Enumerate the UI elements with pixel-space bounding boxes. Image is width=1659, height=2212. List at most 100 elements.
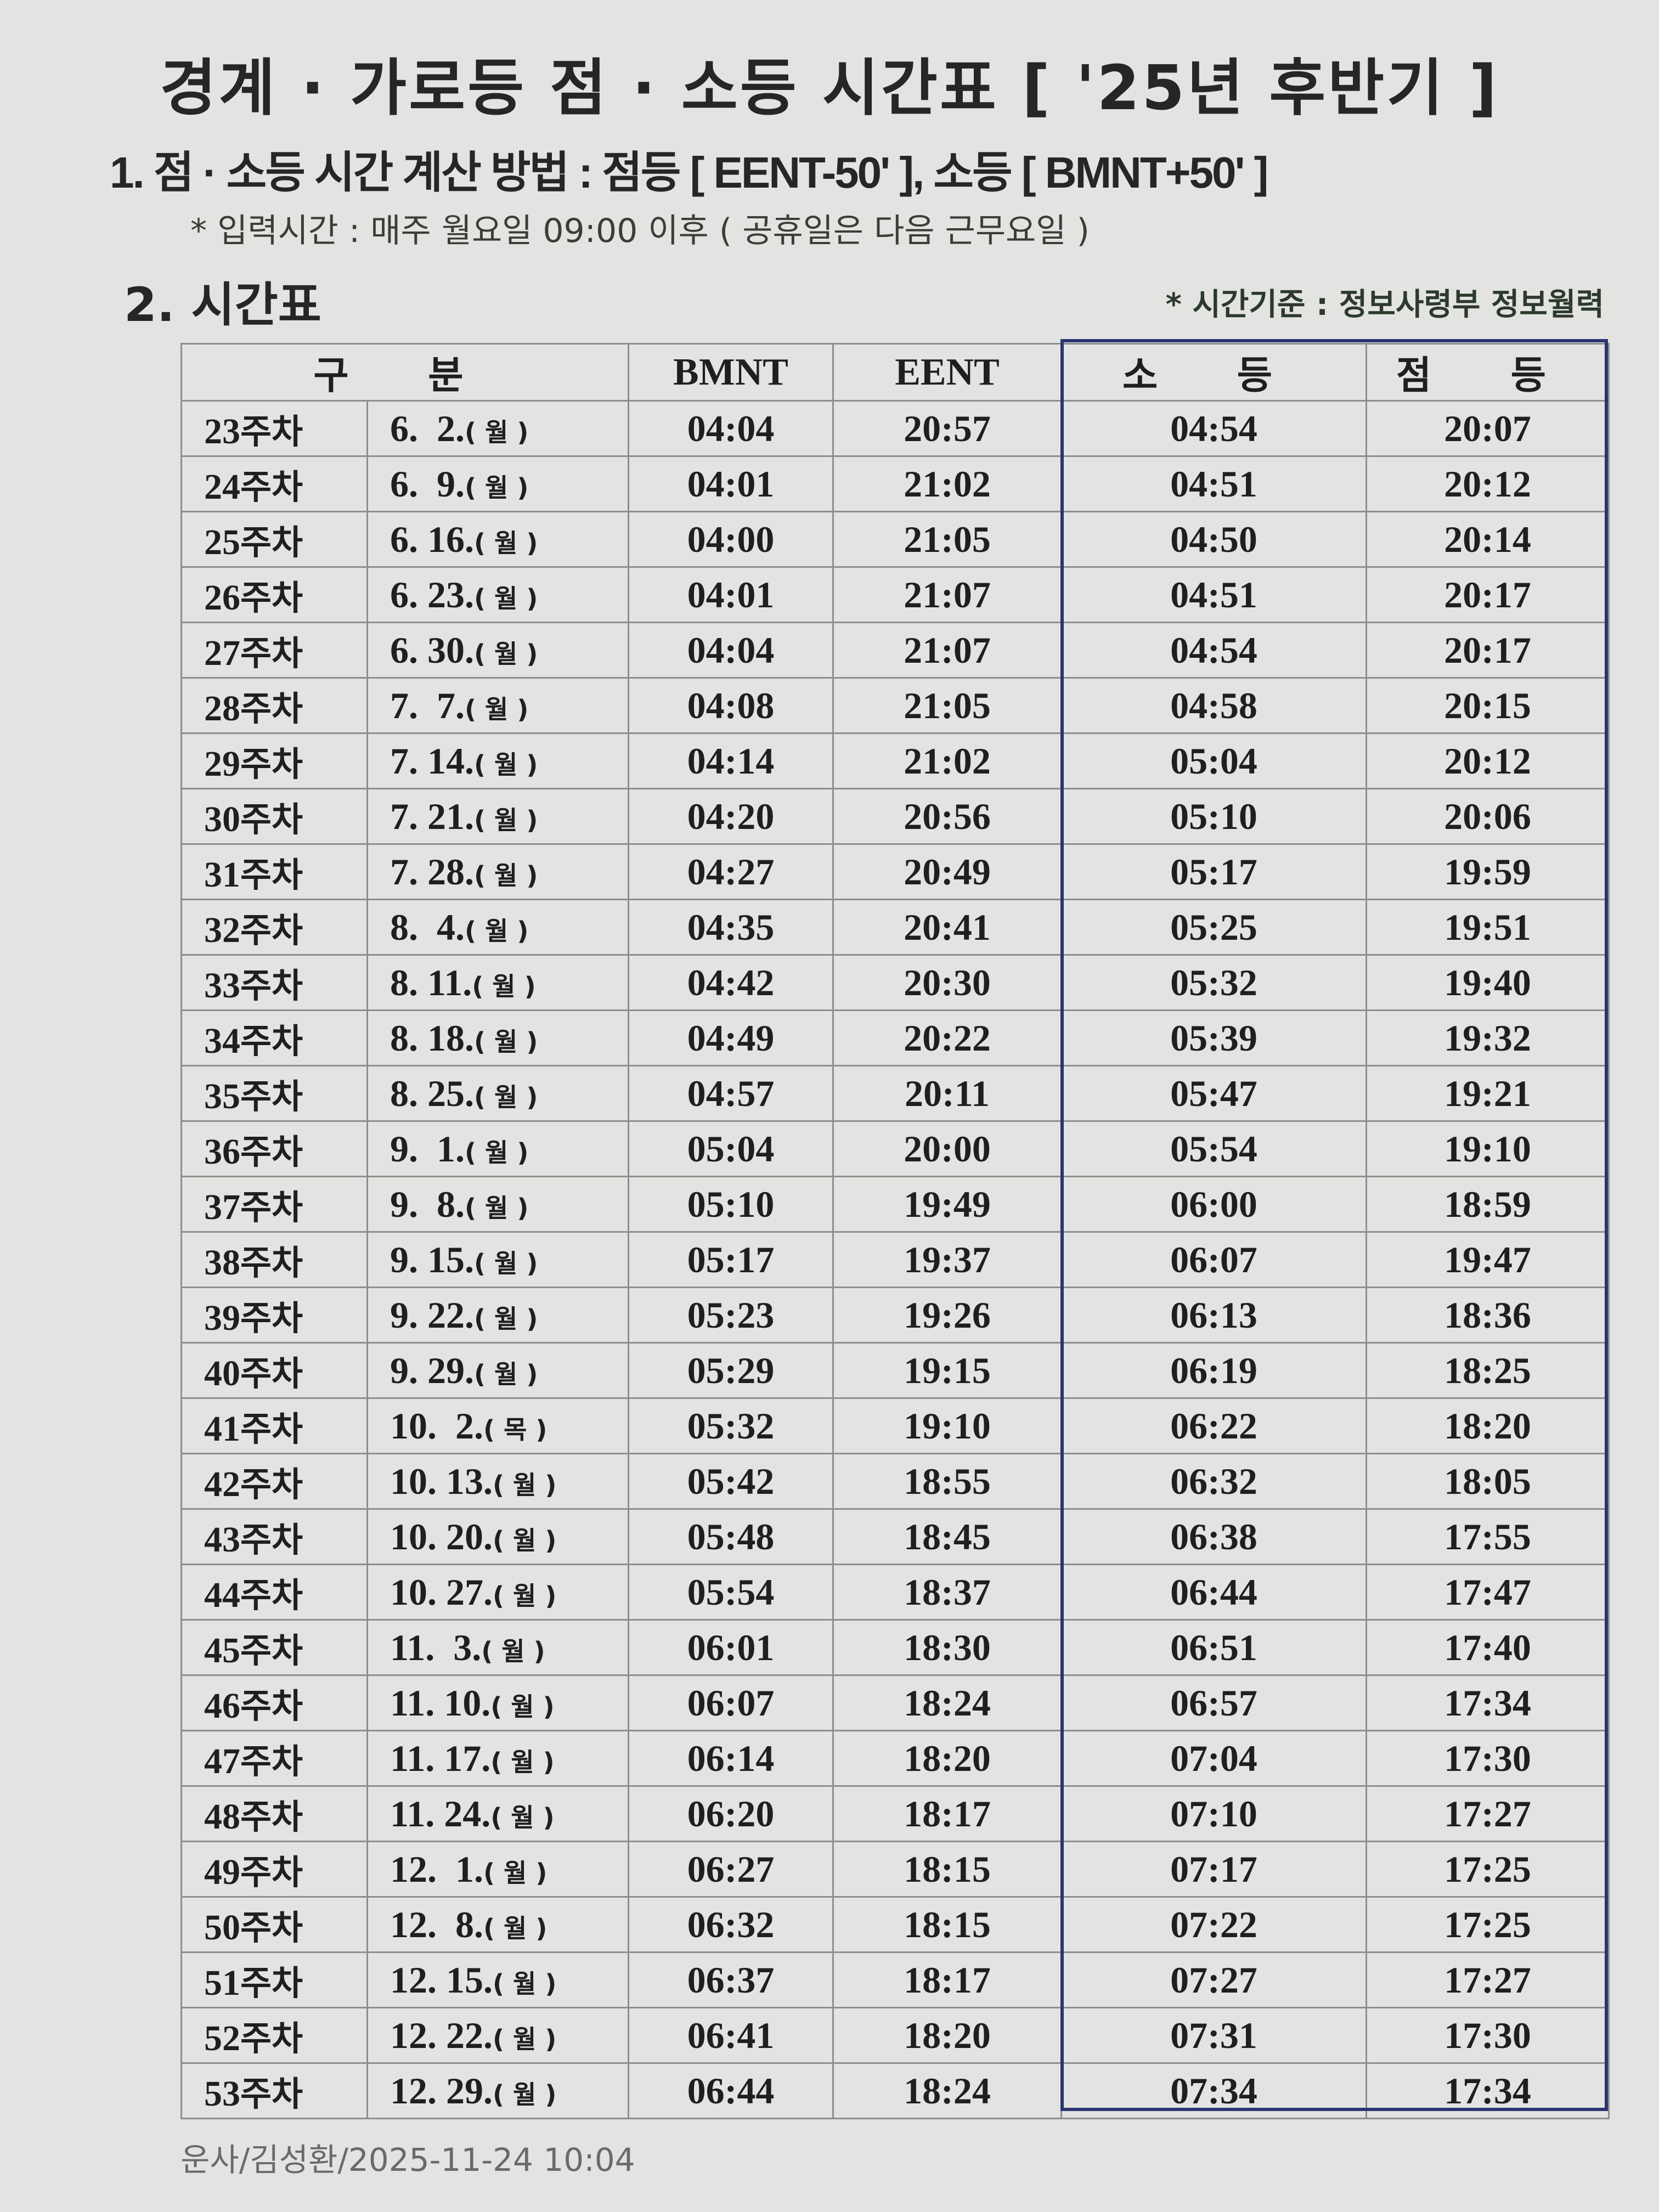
week-number: 36 [204,1132,240,1172]
date-cell: 9. 15.( 월 ) [366,1231,629,1288]
date-cell: 10. 20.( 월 ) [366,1508,629,1565]
eent-cell: 18:17 [832,1951,1062,2008]
date-value: 7. 21. [390,795,474,837]
date-value: 8. 4. [390,906,465,948]
table-row: 30주차 7. 21.( 월 ) 04:20 20:56 05:10 20:06 [180,788,1610,845]
week-suffix: 주차 [240,966,303,1006]
eent-cell: 20:41 [832,899,1062,956]
lights-on-cell: 20:12 [1365,455,1610,512]
week-cell: 52주차 [180,2007,368,2064]
week-number: 46 [204,1686,240,1726]
week-suffix: 주차 [240,1908,303,1948]
date-cell: 10. 27.( 월 ) [366,1564,629,1621]
lights-off-cell: 04:51 [1060,566,1367,623]
lights-on-cell: 20:17 [1365,622,1610,679]
date-cell: 12. 8.( 월 ) [366,1896,629,1953]
date-cell: 6. 9.( 월 ) [366,455,629,512]
week-suffix: 주차 [240,1852,303,1892]
bmnt-cell: 04:08 [628,677,834,734]
weekday: ( 월 ) [474,583,538,613]
lights-off-cell: 07:10 [1060,1785,1367,1842]
week-number: 48 [204,1797,240,1837]
lights-on-cell: 18:05 [1365,1453,1610,1510]
bmnt-cell: 06:20 [628,1785,834,1842]
week-number: 41 [204,1409,240,1449]
lights-off-cell: 05:47 [1060,1065,1367,1122]
lights-off-cell: 05:54 [1060,1120,1367,1177]
table-row: 36주차 9. 1.( 월 ) 05:04 20:00 05:54 19:10 [180,1120,1610,1177]
date-value: 12. 29. [390,2069,493,2112]
date-value: 7. 14. [390,740,474,782]
eent-cell: 18:15 [832,1896,1062,1953]
week-number: 38 [204,1243,240,1283]
week-suffix: 주차 [240,1520,303,1560]
date-cell: 11. 3.( 월 ) [366,1619,629,1676]
lights-on-cell: 20:12 [1365,732,1610,789]
weekday: ( 월 ) [474,1359,538,1389]
date-cell: 6. 2.( 월 ) [366,400,629,457]
week-suffix: 주차 [240,1963,303,2003]
date-cell: 7. 28.( 월 ) [366,843,629,900]
table-row: 44주차 10. 27.( 월 ) 05:54 18:37 06:44 17:47 [180,1564,1610,1621]
week-suffix: 주차 [240,1132,303,1172]
eent-cell: 19:49 [832,1176,1062,1233]
lights-on-cell: 17:25 [1365,1896,1610,1953]
lights-on-cell: 18:20 [1365,1397,1610,1454]
week-suffix: 주차 [240,522,303,562]
date-value: 6. 9. [390,462,465,505]
date-cell: 11. 24.( 월 ) [366,1785,629,1842]
week-suffix: 주차 [240,1741,303,1781]
week-suffix: 주차 [240,411,303,452]
lights-off-cell: 06:32 [1060,1453,1367,1510]
week-cell: 29주차 [180,732,368,789]
weekday: ( 월 ) [483,1913,548,1943]
week-number: 51 [204,1963,240,2003]
bmnt-cell: 05:04 [628,1120,834,1177]
header-bmnt: BMNT [628,343,834,402]
eent-cell: 21:05 [832,677,1062,734]
eent-cell: 21:05 [832,511,1062,568]
date-cell: 11. 10.( 월 ) [366,1674,629,1731]
week-number: 50 [204,1908,240,1948]
date-value: 7. 7. [390,684,465,726]
weekday: ( 월 ) [493,1581,557,1611]
week-number: 34 [204,1021,240,1061]
week-cell: 37주차 [180,1176,368,1233]
week-number: 42 [204,1464,240,1504]
lights-on-cell: 17:30 [1365,2007,1610,2064]
lights-on-cell: 20:15 [1365,677,1610,734]
table-row: 26주차 6. 23.( 월 ) 04:01 21:07 04:51 20:17 [180,566,1610,623]
table-row: 47주차 11. 17.( 월 ) 06:14 18:20 07:04 17:30 [180,1730,1610,1787]
week-cell: 34주차 [180,1009,368,1066]
weekday: ( 월 ) [493,2024,557,2054]
date-cell: 9. 29.( 월 ) [366,1342,629,1399]
week-suffix: 주차 [240,1353,303,1393]
table-row: 24주차 6. 9.( 월 ) 04:01 21:02 04:51 20:12 [180,455,1610,512]
lights-off-cell: 04:54 [1060,622,1367,679]
lights-on-cell: 19:32 [1365,1009,1610,1066]
week-cell: 44주차 [180,1564,368,1621]
table-row: 28주차 7. 7.( 월 ) 04:08 21:05 04:58 20:15 [180,677,1610,734]
eent-cell: 20:00 [832,1120,1062,1177]
bmnt-cell: 06:41 [628,2007,834,2064]
lights-on-cell: 17:47 [1365,1564,1610,1621]
date-cell: 9. 8.( 월 ) [366,1176,629,1233]
lights-off-cell: 04:58 [1060,677,1367,734]
date-value: 12. 1. [390,1848,483,1890]
week-number: 44 [204,1575,240,1615]
bmnt-cell: 06:07 [628,1674,834,1731]
bmnt-cell: 05:10 [628,1176,834,1233]
time-basis-note: * 시간기준 : 정보사령부 정보월력 [1165,287,1604,323]
week-suffix: 주차 [240,799,303,839]
weekday: ( 월 ) [474,639,538,669]
weekday: ( 월 ) [493,1968,557,1999]
week-number: 35 [204,1076,240,1116]
weekday: ( 월 ) [493,2079,557,2109]
lights-off-cell: 05:32 [1060,954,1367,1011]
eent-cell: 18:37 [832,1564,1062,1621]
date-value: 12. 22. [390,2014,493,2056]
table-row: 50주차 12. 8.( 월 ) 06:32 18:15 07:22 17:25 [180,1896,1610,1953]
table-row: 31주차 7. 28.( 월 ) 04:27 20:49 05:17 19:59 [180,843,1610,900]
lights-on-cell: 19:21 [1365,1065,1610,1122]
weekday: ( 월 ) [474,1248,538,1278]
